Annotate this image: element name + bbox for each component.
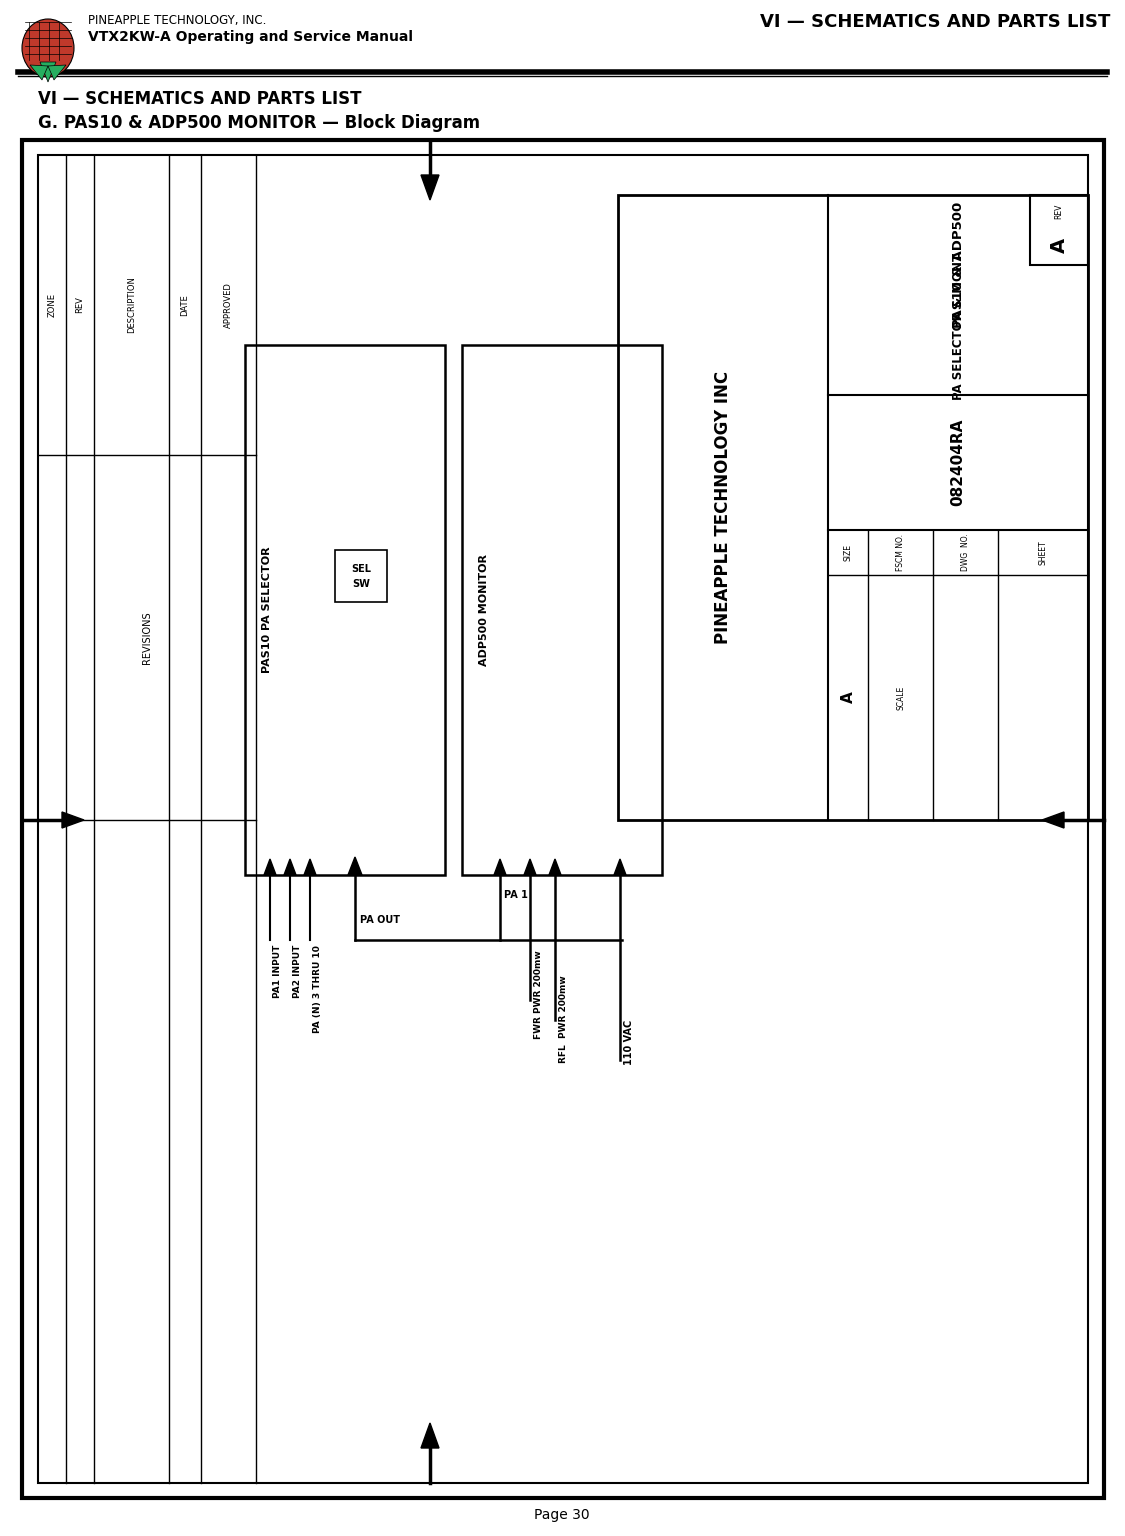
Text: REV: REV bbox=[75, 296, 84, 313]
Text: PA2 INPUT: PA2 INPUT bbox=[292, 945, 302, 998]
Polygon shape bbox=[62, 813, 84, 828]
Bar bbox=[618, 195, 1088, 820]
Polygon shape bbox=[48, 65, 66, 80]
Polygon shape bbox=[284, 859, 296, 876]
Text: A: A bbox=[1050, 238, 1069, 252]
Polygon shape bbox=[614, 859, 626, 876]
Text: PA 1: PA 1 bbox=[504, 889, 528, 900]
Text: 110 VAC: 110 VAC bbox=[624, 1020, 634, 1066]
Polygon shape bbox=[30, 65, 48, 80]
Text: PA1 INPUT: PA1 INPUT bbox=[273, 945, 282, 998]
Text: DATE: DATE bbox=[180, 293, 189, 316]
Text: DESCRIPTION: DESCRIPTION bbox=[127, 276, 136, 333]
Ellipse shape bbox=[22, 18, 74, 77]
Bar bbox=[22, 140, 1104, 1498]
Text: PAS10 PA SELECTOR: PAS10 PA SELECTOR bbox=[262, 547, 272, 673]
Text: RFL  PWR 200mw: RFL PWR 200mw bbox=[559, 975, 568, 1063]
Bar bbox=[245, 346, 446, 876]
Polygon shape bbox=[494, 859, 506, 876]
Bar bbox=[462, 346, 662, 876]
Text: PA SELECTOR & MONT.: PA SELECTOR & MONT. bbox=[952, 250, 964, 399]
Polygon shape bbox=[421, 1422, 439, 1448]
Bar bbox=[335, 550, 387, 602]
Text: REV: REV bbox=[1054, 203, 1063, 218]
Text: A: A bbox=[840, 691, 855, 703]
Text: ZONE: ZONE bbox=[47, 293, 56, 316]
Text: 082404RA: 082404RA bbox=[951, 419, 965, 507]
Text: VI — SCHEMATICS AND PARTS LIST: VI — SCHEMATICS AND PARTS LIST bbox=[759, 12, 1110, 31]
Bar bbox=[38, 155, 1088, 1482]
Text: SEL: SEL bbox=[351, 564, 371, 574]
Text: PA (N) 3 THRU 10: PA (N) 3 THRU 10 bbox=[313, 945, 322, 1032]
Text: SIZE: SIZE bbox=[844, 544, 853, 561]
Text: VTX2KW-A Operating and Service Manual: VTX2KW-A Operating and Service Manual bbox=[88, 31, 413, 45]
Text: FWR PWR 200mw: FWR PWR 200mw bbox=[534, 949, 543, 1038]
Text: SW: SW bbox=[352, 579, 370, 588]
Text: SCALE: SCALE bbox=[896, 685, 904, 710]
Bar bbox=[1030, 195, 1088, 266]
Polygon shape bbox=[40, 61, 56, 81]
Polygon shape bbox=[1042, 813, 1064, 828]
Text: PA OUT: PA OUT bbox=[360, 915, 400, 925]
Polygon shape bbox=[348, 857, 362, 876]
Text: VI — SCHEMATICS AND PARTS LIST: VI — SCHEMATICS AND PARTS LIST bbox=[38, 91, 361, 108]
Text: Page 30: Page 30 bbox=[534, 1508, 590, 1522]
Text: G. PAS10 & ADP500 MONITOR — Block Diagram: G. PAS10 & ADP500 MONITOR — Block Diagra… bbox=[38, 114, 480, 132]
Text: DWG  NO.: DWG NO. bbox=[961, 533, 970, 571]
Text: ADP500 MONITOR: ADP500 MONITOR bbox=[479, 554, 489, 667]
Text: PINEAPPLE TECHNOLOGY, INC.: PINEAPPLE TECHNOLOGY, INC. bbox=[88, 14, 267, 28]
Text: FSCM NO.: FSCM NO. bbox=[896, 535, 904, 571]
Polygon shape bbox=[421, 175, 439, 200]
Text: SHEET: SHEET bbox=[1038, 541, 1047, 565]
Polygon shape bbox=[524, 859, 536, 876]
Polygon shape bbox=[549, 859, 561, 876]
Polygon shape bbox=[304, 859, 316, 876]
Polygon shape bbox=[264, 859, 276, 876]
Text: REVISIONS: REVISIONS bbox=[142, 611, 152, 664]
Text: PAS10 & ADP500: PAS10 & ADP500 bbox=[952, 201, 964, 329]
Text: APPROVED: APPROVED bbox=[224, 283, 233, 329]
Text: PINEAPPLE TECHNOLOGY INC: PINEAPPLE TECHNOLOGY INC bbox=[714, 370, 732, 644]
